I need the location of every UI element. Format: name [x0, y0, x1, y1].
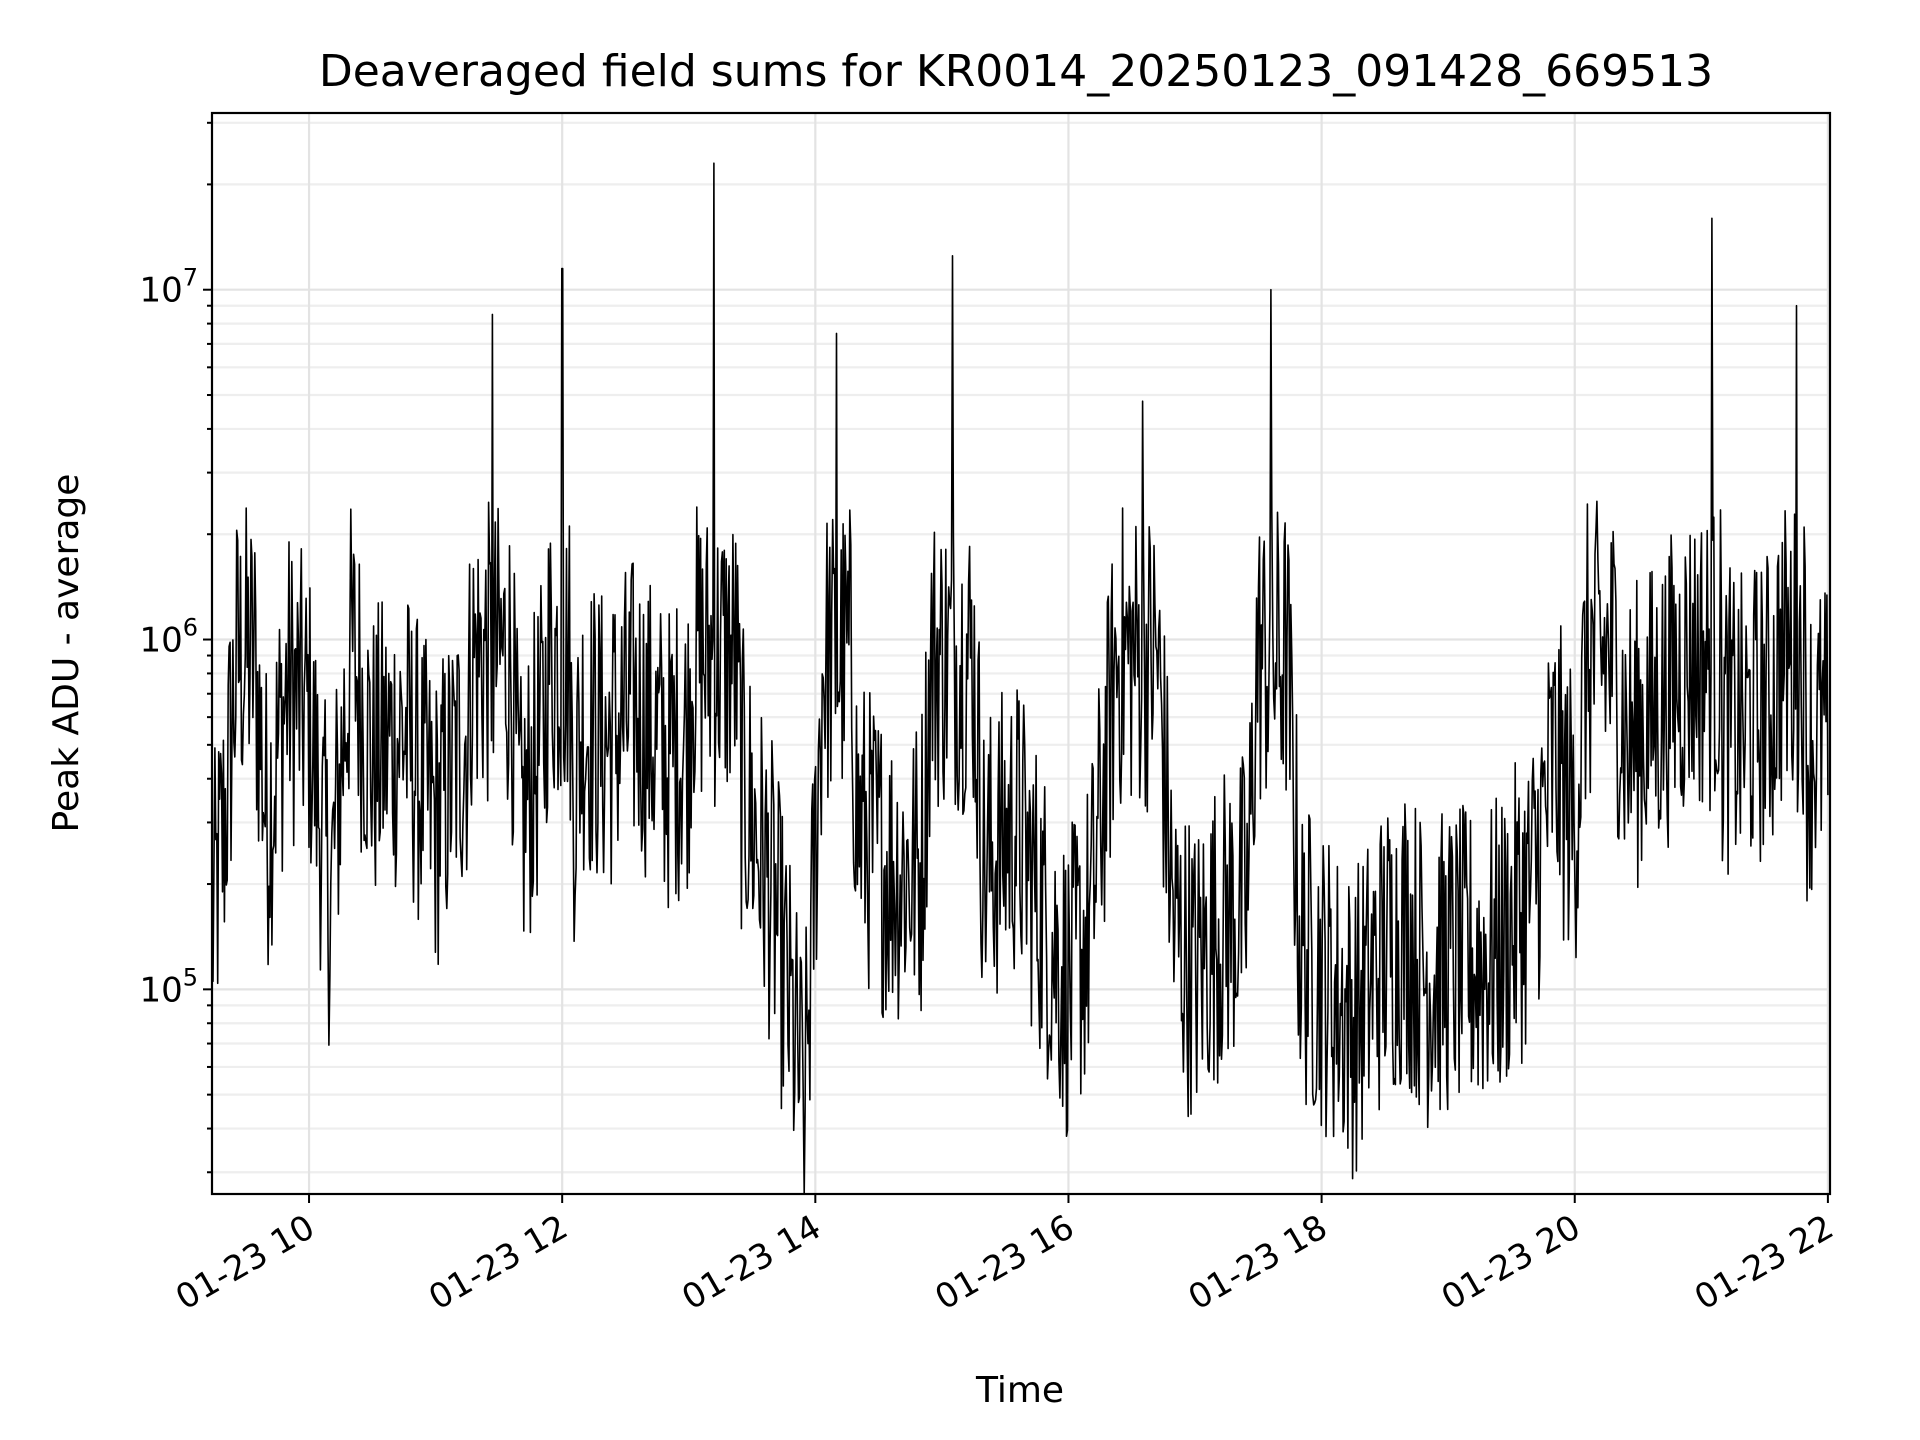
y-tick-label: 106: [139, 614, 198, 661]
x-tick-label: 01-23 16: [929, 1207, 1081, 1318]
y-axis: 105 106 107: [139, 121, 212, 1174]
y-tick-label: 107: [139, 264, 198, 311]
x-tick-label: 01-23 10: [169, 1207, 321, 1318]
plot-frame: [210, 111, 1832, 1196]
y-tick-label: 105: [139, 963, 198, 1010]
x-axis: 01-23 10 01-23 12 01-23 14 01-23 16 01-23 18…: [169, 1194, 1840, 1318]
data-line: [212, 162, 1829, 1195]
y-axis-label: Peak ADU - average: [46, 474, 87, 833]
x-tick-label: 01-23 22: [1688, 1207, 1840, 1318]
x-tick-label: 01-23 20: [1435, 1207, 1587, 1318]
x-tick-label: 01-23 14: [675, 1207, 827, 1318]
x-tick-label: 01-23 12: [422, 1207, 574, 1318]
x-axis-label: Time: [975, 1370, 1064, 1411]
x-tick-label: 01-23 18: [1182, 1207, 1334, 1318]
plot-clip: [212, 162, 1829, 1195]
chart-title: Deaveraged field sums for KR0014_2025012…: [319, 46, 1713, 97]
